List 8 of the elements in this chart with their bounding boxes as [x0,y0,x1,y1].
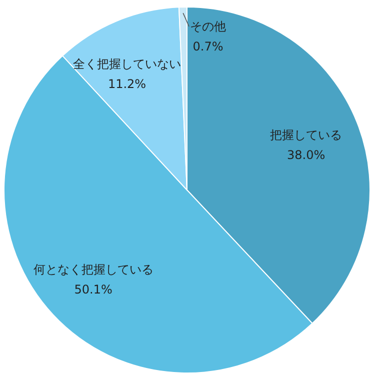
slice-label: その他 [190,19,226,34]
data-label: 38.0% [287,148,326,162]
slice-label: 把握している [270,128,342,142]
data-label: 11.2% [108,76,146,91]
slice-label: 何となく把握している [33,262,154,276]
slice-label: 全く把握していない [73,56,181,71]
data-label: 0.7% [192,39,224,54]
data-label: 50.1% [74,282,112,296]
